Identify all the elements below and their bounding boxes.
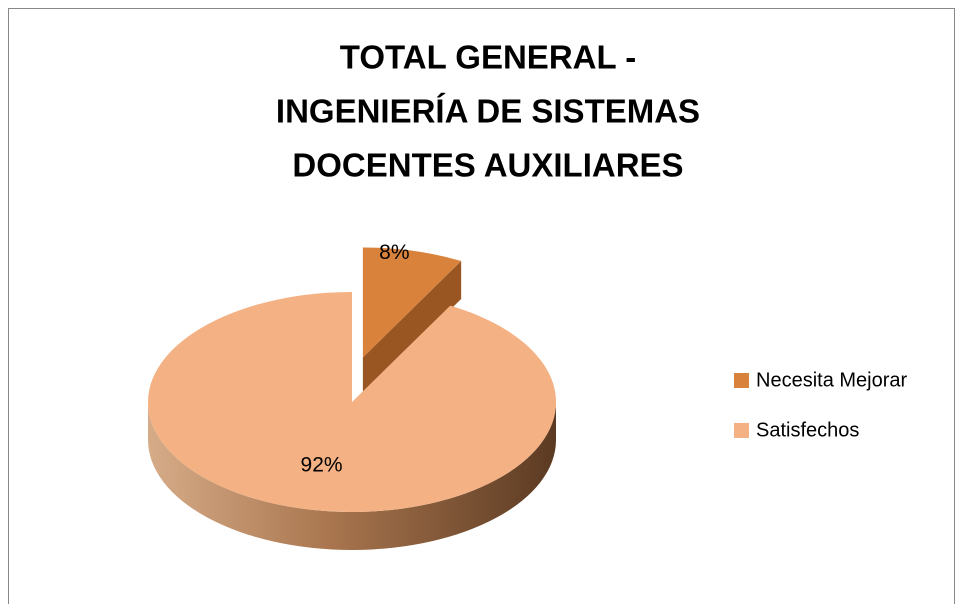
legend-label: Satisfechos	[756, 419, 859, 441]
slice	[147, 292, 556, 512]
legend-swatch	[734, 373, 749, 388]
data-label: 8%	[379, 241, 409, 264]
slice-side	[148, 402, 556, 550]
chart-title: TOTAL GENERAL -	[340, 39, 636, 76]
legend-label: Necesita Mejorar	[756, 369, 908, 391]
legend-swatch	[734, 423, 749, 438]
chart-title: DOCENTES AUXILIARES	[292, 147, 683, 184]
data-label: 92%	[301, 453, 343, 476]
slice	[362, 247, 462, 358]
chart-title: INGENIERÍA DE SISTEMAS	[276, 93, 700, 130]
slice-cut-face	[362, 261, 462, 396]
